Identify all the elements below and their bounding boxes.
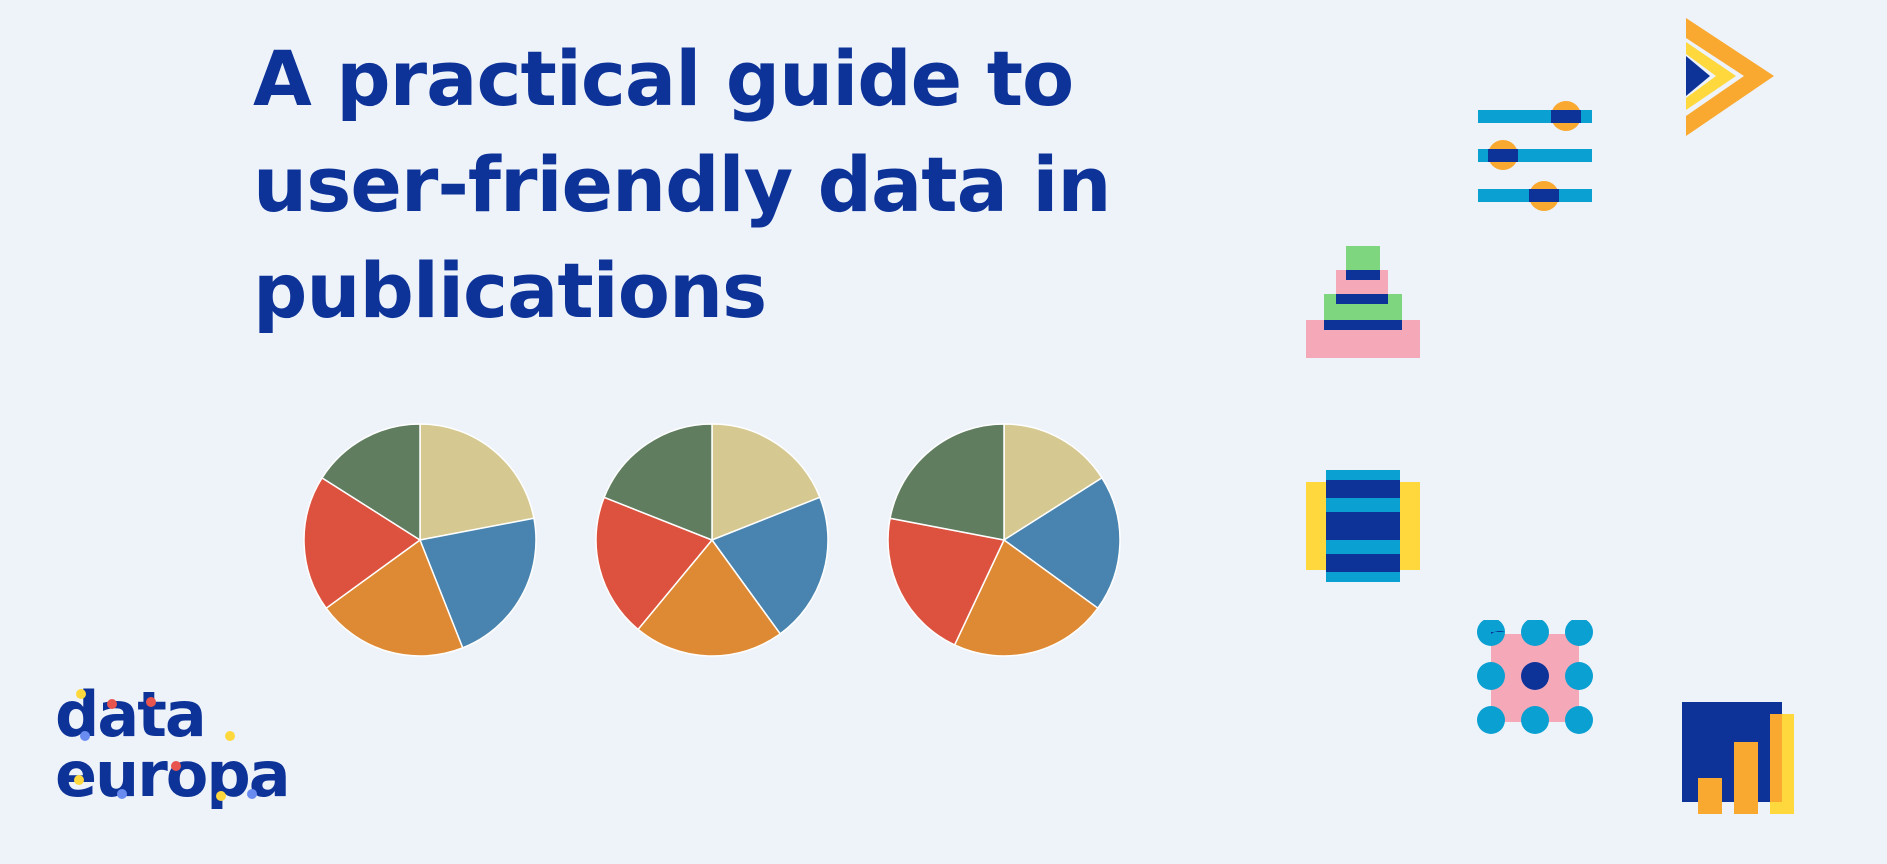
data-europa-logo: data europa: [55, 684, 291, 811]
pie-slice: [1002, 476, 1121, 610]
logo-dot: [216, 791, 226, 801]
logo-word-europa: europa: [55, 738, 289, 811]
pie-slice: [1003, 423, 1103, 542]
pie-slice: [710, 496, 829, 635]
page-title: A practical guide to user-friendly data …: [253, 26, 1153, 344]
play-arrow-icon: [1686, 18, 1774, 136]
pie-slice: [887, 517, 1006, 646]
logo-dot: [80, 731, 90, 741]
pie-chart-3: [887, 423, 1121, 657]
pie-slice: [603, 423, 713, 542]
logo-dot: [171, 761, 181, 771]
logo-dot: [107, 699, 117, 709]
sliders-icon: [1478, 101, 1592, 211]
pie-slice: [711, 423, 821, 542]
pie-slice: [595, 496, 714, 631]
stacked-layers-icon: [1306, 470, 1420, 582]
logo-dot: [74, 775, 84, 785]
pie-slice: [889, 423, 1005, 541]
title-line-2: user-friendly data in: [253, 140, 1112, 229]
logo-dot: [76, 689, 86, 699]
title-line-1: A practical guide to: [253, 34, 1074, 123]
pie-slice: [637, 538, 782, 657]
pie-chart-2: [595, 423, 829, 657]
pie-slice: [419, 423, 535, 541]
logo-dot: [117, 789, 127, 799]
pie-slice: [325, 538, 464, 657]
logo-dot: [146, 697, 156, 707]
pie-slice: [303, 476, 422, 610]
dot-grid-icon: [1477, 620, 1593, 734]
pie-slice: [321, 423, 421, 542]
pyramid-icon: [1306, 246, 1420, 358]
pie-chart-group: [300, 420, 1140, 670]
pie-slice: [418, 517, 537, 649]
title-line-3: publications: [253, 246, 767, 335]
logo-dot: [225, 731, 235, 741]
pie-chart-1: [303, 423, 537, 657]
bar-growth-icon: [1682, 702, 1794, 814]
logo-dot: [247, 789, 257, 799]
